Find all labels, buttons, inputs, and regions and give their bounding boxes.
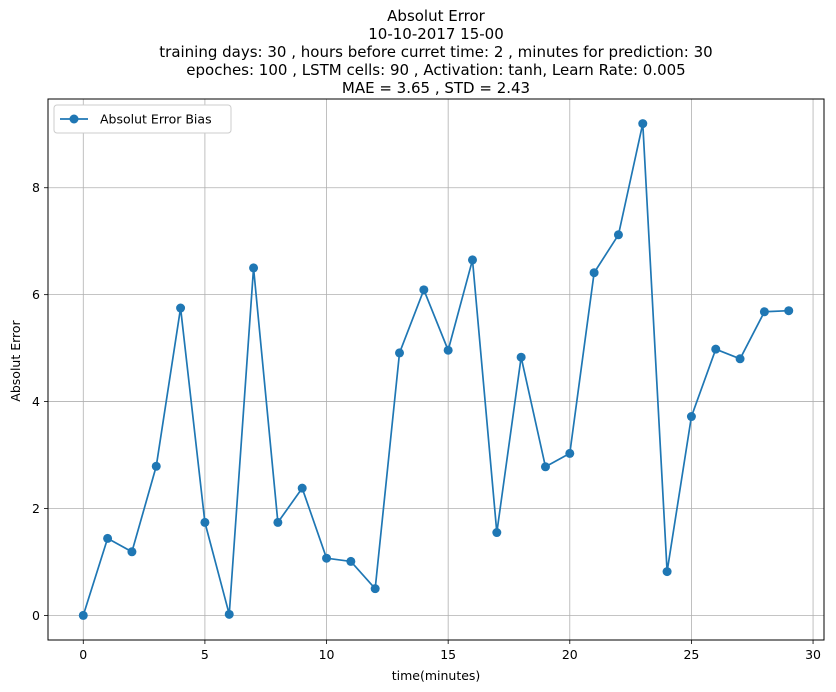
data-point [565, 448, 575, 458]
data-point [443, 345, 453, 355]
y-tick-label: 4 [32, 394, 40, 409]
x-axis-label: time(minutes) [392, 668, 481, 683]
data-point [540, 462, 550, 472]
data-point [662, 567, 672, 577]
data-point [346, 556, 356, 566]
x-tick-label: 15 [440, 647, 456, 662]
data-point [78, 610, 88, 620]
x-tick-label: 10 [319, 647, 335, 662]
y-tick-label: 0 [32, 608, 40, 623]
data-point [322, 553, 332, 563]
data-point [395, 348, 405, 358]
data-point [176, 303, 186, 313]
legend-box [53, 104, 232, 134]
series-layer [78, 119, 794, 620]
data-point [735, 354, 745, 364]
series-line [82, 122, 789, 616]
data-point [151, 461, 161, 471]
data-point [467, 255, 477, 265]
data-point [419, 285, 429, 295]
data-point [273, 517, 283, 527]
legend: Absolut Error Bias [53, 104, 232, 134]
data-point [200, 517, 210, 527]
title-line-5: MAE = 3.65 , STD = 2.43 [342, 79, 530, 97]
grid [48, 99, 824, 640]
ticks: 0 5 10 15 20 25 30 0 2 4 6 8 [32, 180, 821, 662]
x-tick-label: 20 [562, 647, 578, 662]
data-point [370, 584, 380, 594]
data-point [759, 307, 769, 317]
data-point [103, 533, 113, 543]
data-point [249, 263, 259, 273]
title-line-2: 10-10-2017 15-00 [368, 25, 504, 43]
chart-title: Absolut Error 10-10-2017 15-00 training … [159, 7, 712, 97]
y-tick-label: 6 [32, 287, 40, 302]
x-tick-label: 5 [201, 647, 209, 662]
data-point [516, 352, 526, 362]
plot-frame [47, 98, 825, 641]
legend-label: Absolut Error Bias [100, 112, 212, 127]
data-point [784, 306, 794, 316]
data-point [711, 344, 721, 354]
data-point [297, 483, 307, 493]
data-point [613, 230, 623, 240]
x-tick-label: 30 [805, 647, 821, 662]
data-point [638, 119, 648, 129]
y-tick-label: 2 [32, 501, 40, 516]
x-tick-label: 25 [683, 647, 699, 662]
data-point [589, 268, 599, 278]
y-tick-label: 8 [32, 180, 40, 195]
title-line-1: Absolut Error [387, 7, 485, 25]
x-tick-label: 0 [79, 647, 87, 662]
data-point [127, 547, 137, 557]
data-point [224, 609, 234, 619]
legend-marker-swatch [69, 114, 79, 124]
title-line-3: training days: 30 , hours before curret … [159, 43, 712, 61]
title-line-4: epoches: 100 , LSTM cells: 90 , Activati… [186, 61, 685, 79]
y-axis-label: Absolut Error [8, 319, 23, 401]
data-point [492, 528, 502, 538]
data-point [686, 412, 696, 422]
